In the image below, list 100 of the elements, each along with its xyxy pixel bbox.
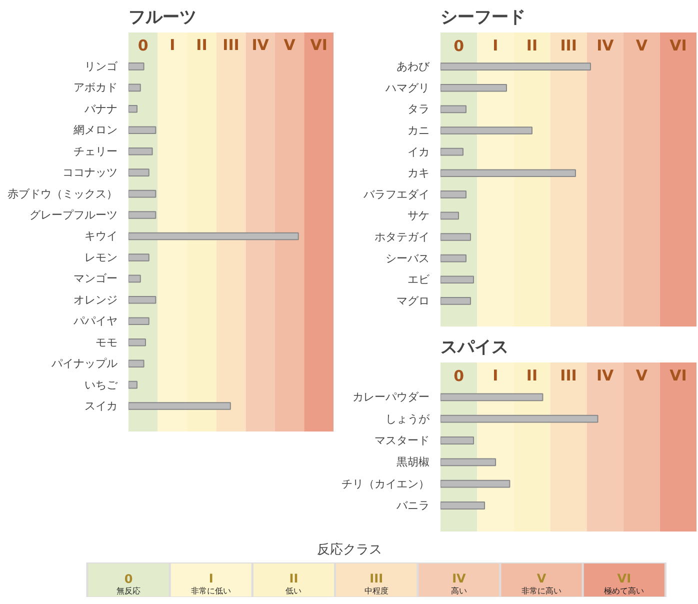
band-label: 0 (454, 36, 464, 55)
bar (128, 126, 156, 134)
y-tick-label: スイカ (84, 400, 118, 413)
band-label: VI (310, 36, 328, 54)
bar (128, 84, 141, 92)
band-label: IV (252, 36, 270, 54)
band-label: I (170, 36, 176, 54)
y-tick-label: バナナ (84, 102, 118, 116)
band-label: III (222, 36, 240, 54)
bar (440, 436, 474, 444)
y-tick-label: レモン (84, 250, 118, 264)
band-label: II (526, 366, 538, 384)
band-label: II (526, 36, 538, 54)
band-label: 0 (454, 367, 464, 385)
chart-title: フルーツ (128, 8, 196, 28)
y-tick-label: しょうが (386, 412, 430, 426)
band-label: 0 (138, 36, 148, 55)
text: 非常に低い (191, 586, 232, 596)
y-tick-label: 黒胡椒 (396, 456, 430, 469)
bar (128, 317, 150, 326)
bar (440, 84, 507, 92)
y-tick-label: チェリー (74, 144, 118, 158)
y-tick-label: バラフエダイ (362, 188, 430, 201)
bar (128, 380, 138, 389)
y-tick-label: イカ (408, 145, 430, 158)
bar (440, 233, 471, 241)
band-label: III (560, 366, 577, 384)
y-tick-label: ホタテガイ (374, 230, 430, 244)
bar (440, 254, 466, 262)
y-tick-label: マスタード (374, 434, 430, 447)
y-tick-label: あわび (396, 60, 430, 74)
y-tick-label: アボカド (74, 81, 118, 94)
bar (128, 274, 141, 283)
text: 低い (286, 586, 302, 596)
bar (440, 297, 471, 305)
category-label: 0 (124, 572, 133, 586)
text: 非常に高い (522, 586, 562, 596)
y-tick-label: マグロ (396, 294, 430, 308)
band-label: IV (596, 36, 614, 54)
bar (440, 276, 474, 284)
bar (440, 126, 532, 134)
bar (440, 458, 496, 466)
band-label: IV (596, 366, 614, 384)
y-tick-label: グレープフルーツ (30, 208, 118, 222)
y-tick-label: カレーパウダー (352, 390, 430, 404)
y-tick-label: パイナップル (50, 357, 118, 370)
category-label: VI (617, 571, 632, 586)
bar (128, 254, 150, 262)
bar (440, 212, 459, 220)
y-tick-label: いちご (84, 378, 118, 392)
bar (128, 168, 150, 176)
chart-title: シーフード (440, 8, 526, 28)
bar (128, 232, 299, 240)
y-tick-label: ココナッツ (62, 166, 118, 180)
y-tick-label: カニ (408, 124, 430, 137)
bar (128, 360, 144, 368)
y-tick-label: オレンジ (74, 293, 118, 306)
y-tick-label: エビ (408, 273, 430, 286)
text: 極めて高い (604, 586, 644, 596)
band-label: V (636, 36, 648, 54)
y-tick-label: タラ (408, 102, 430, 116)
bar (440, 502, 486, 510)
bar (440, 480, 510, 488)
bar (128, 190, 156, 198)
bar (440, 414, 598, 423)
band-label: III (560, 36, 577, 54)
text: 無反応 (116, 586, 141, 596)
category-label: I (208, 571, 214, 586)
bar (440, 393, 544, 402)
bar (128, 62, 144, 70)
y-tick-label: シーバス (386, 252, 430, 265)
text: 高い (450, 586, 467, 596)
bar (440, 105, 466, 114)
bar (128, 296, 156, 304)
band-label: V (284, 36, 296, 54)
y-tick-label: ハマグリ (384, 81, 430, 94)
band-label: I (492, 36, 498, 54)
bar (440, 190, 466, 198)
bar (440, 62, 591, 70)
y-tick-label: モモ (96, 336, 118, 349)
bar (128, 147, 153, 156)
category-label: II (289, 571, 298, 586)
y-tick-label: チリ（カイエン） (342, 477, 430, 490)
bar (128, 211, 156, 219)
band-label: I (492, 366, 498, 384)
bar (440, 148, 464, 156)
y-tick-label: バニラ (396, 499, 430, 512)
y-tick-label: 網メロン (72, 124, 118, 137)
y-tick-label: リンゴ (84, 60, 118, 73)
bar (128, 402, 231, 410)
text: 中程度 (364, 586, 388, 596)
bar (128, 338, 146, 346)
y-tick-label: サケ (408, 209, 430, 222)
chart-title: スパイス (440, 338, 508, 358)
band-label: VI (670, 366, 687, 384)
band-label: VI (670, 36, 687, 54)
band-label: II (196, 36, 208, 54)
category-label: III (370, 571, 384, 586)
category-label: IV (452, 571, 467, 586)
y-tick-label: マンゴー (74, 272, 118, 286)
